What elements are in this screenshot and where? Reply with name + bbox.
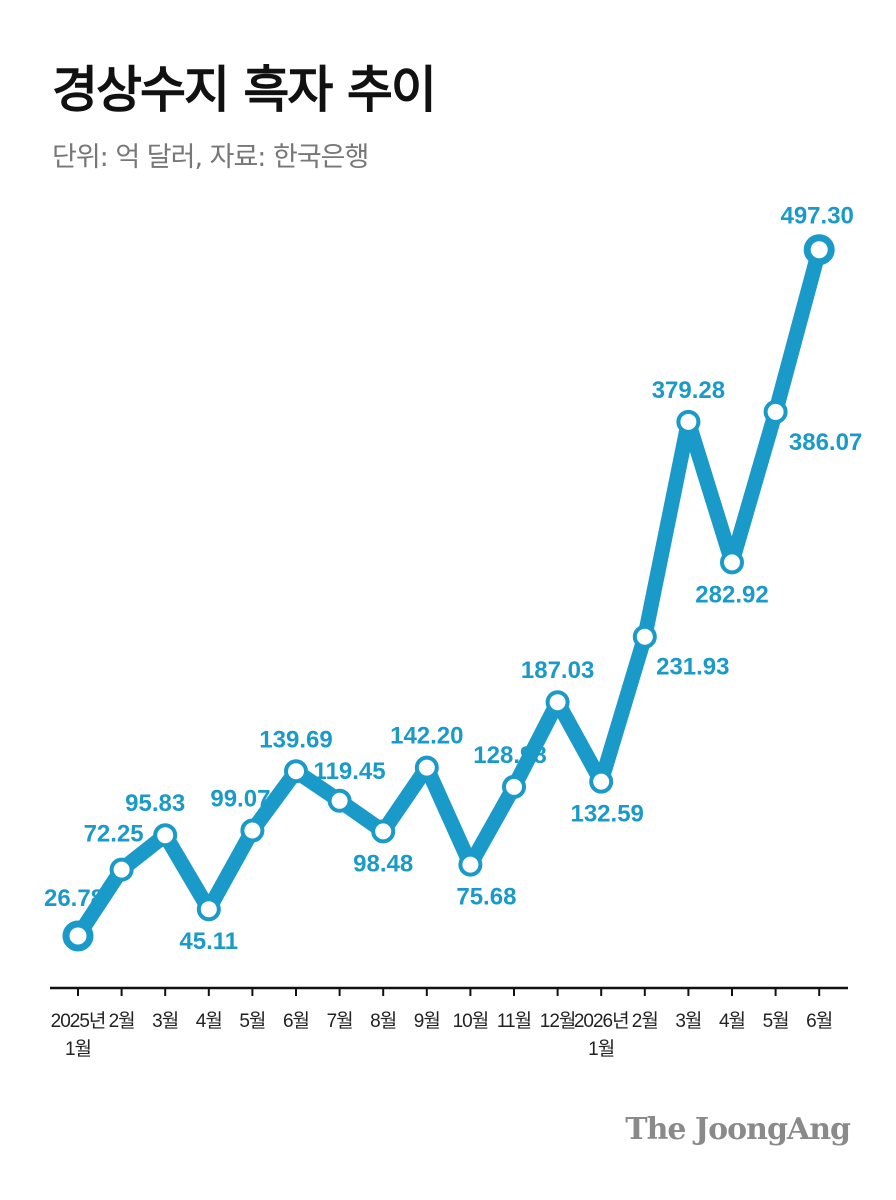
x-tick-label: 3월 — [152, 1010, 178, 1032]
data-point — [153, 823, 178, 848]
x-tick-label: 1월 — [65, 1038, 91, 1060]
x-tick-label: 11월 — [497, 1010, 531, 1032]
data-point — [109, 857, 134, 882]
data-point — [545, 690, 570, 715]
x-tick-label: 12월 — [540, 1010, 576, 1032]
x-tick-label: 2월 — [109, 1010, 135, 1032]
data-label: 26.78 — [44, 885, 104, 912]
x-tick-label: 2025년 — [51, 1010, 106, 1032]
data-label: 142.20 — [390, 723, 463, 750]
data-label: 128.98 — [473, 742, 546, 769]
data-point — [414, 755, 439, 780]
data-point — [196, 897, 221, 922]
x-tick-label: 1월 — [588, 1038, 614, 1060]
x-tick-label: 6월 — [806, 1010, 832, 1032]
data-label: 497.30 — [780, 203, 853, 230]
x-tick-label: 7월 — [327, 1010, 353, 1032]
x-tick-label: 4월 — [719, 1010, 745, 1032]
data-point — [763, 399, 788, 424]
data-label: 386.07 — [789, 429, 862, 456]
data-point — [502, 774, 526, 799]
x-tick-label: 2026년 — [574, 1010, 629, 1032]
data-point — [632, 624, 657, 649]
x-tick-label: 2월 — [632, 1010, 658, 1032]
data-label: 231.93 — [656, 654, 729, 681]
data-point — [62, 920, 94, 952]
x-tick-label: 5월 — [239, 1010, 265, 1032]
data-point — [240, 818, 265, 843]
x-tick-label: 9월 — [414, 1010, 440, 1032]
x-tick-label: 10월 — [453, 1010, 489, 1032]
x-tick-label: 4월 — [196, 1010, 222, 1032]
chart-subtitle: 단위: 억 달러, 자료: 한국은행 — [52, 142, 369, 173]
data-point — [371, 819, 396, 844]
data-label: 282.92 — [695, 581, 768, 608]
data-point — [803, 234, 835, 266]
x-tick-label: 8월 — [370, 1010, 396, 1032]
data-label: 98.48 — [353, 850, 413, 877]
data-point — [720, 550, 744, 575]
data-point — [284, 759, 308, 784]
x-tick-label: 3월 — [675, 1010, 701, 1032]
series-line — [70, 242, 827, 944]
x-tick-label: 5월 — [763, 1010, 789, 1032]
data-label: 119.45 — [314, 758, 386, 785]
data-label: 72.25 — [84, 821, 144, 848]
data-point — [327, 788, 352, 813]
data-label: 75.68 — [456, 884, 516, 911]
data-point — [458, 852, 483, 877]
chart-title: 경상수지 흑자 추이 — [52, 61, 437, 119]
brand-logo: The JoongAng — [625, 1112, 851, 1147]
data-label: 379.28 — [652, 377, 725, 404]
data-point — [676, 409, 701, 434]
data-label: 99.07 — [210, 786, 270, 813]
data-point — [589, 769, 614, 794]
data-label: 95.83 — [125, 790, 185, 817]
data-label: 139.69 — [259, 726, 332, 753]
data-label: 45.11 — [179, 928, 238, 955]
x-tick-label: 6월 — [283, 1010, 309, 1032]
data-label: 132.59 — [570, 801, 643, 828]
data-label: 187.03 — [521, 657, 594, 684]
